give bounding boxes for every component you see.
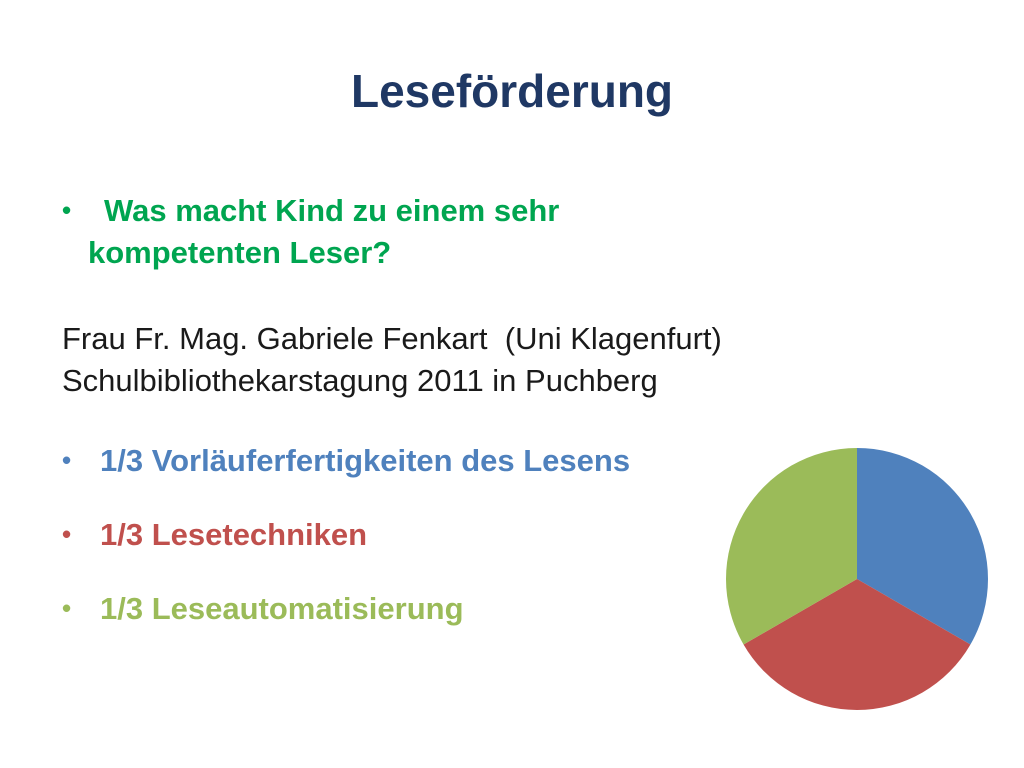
bullet-item-vorlaeufer: • 1/3 Vorläuferfertigkeiten des Lesens (62, 440, 630, 482)
bullet-dot: • (62, 593, 72, 623)
bullet-dot: • (62, 195, 72, 225)
bullet-item-automatisierung: • 1/3 Leseautomatisierung (62, 588, 464, 630)
bullet-dot: • (62, 445, 72, 475)
source-line-2: Schulbibliothekarstagung 2011 in Puchber… (62, 362, 658, 398)
question-line-1: Was macht Kind zu einem sehr (104, 193, 560, 228)
pie-slice-automatisierung (725, 448, 857, 645)
pie-slice-vorlaeufer (857, 448, 989, 645)
bullet-item-lesetechniken: • 1/3 Lesetechniken (62, 514, 367, 556)
pie-slice-lesetechniken (743, 579, 971, 711)
source-line-1: Frau Fr. Mag. Gabriele Fenkart (Uni Klag… (62, 321, 722, 356)
slide-title: Leseförderung (350, 65, 674, 117)
bullet-item-label: 1/3 Leseautomatisierung (100, 591, 464, 626)
question-line-2: kompetenten Leser? (88, 234, 392, 270)
source-text: Frau Fr. Mag. Gabriele Fenkart (Uni Klag… (62, 318, 722, 402)
bullet-item-label: 1/3 Lesetechniken (100, 517, 368, 552)
bullet-dot: • (62, 519, 72, 549)
question-bullet: • Was macht Kind zu einem sehr kompetent… (62, 190, 742, 274)
bullet-item-label: 1/3 Vorläuferfertigkeiten des Lesens (100, 443, 631, 478)
pie-chart (725, 448, 989, 711)
question-text: Was macht Kind zu einem sehr kompetenten… (88, 190, 560, 274)
